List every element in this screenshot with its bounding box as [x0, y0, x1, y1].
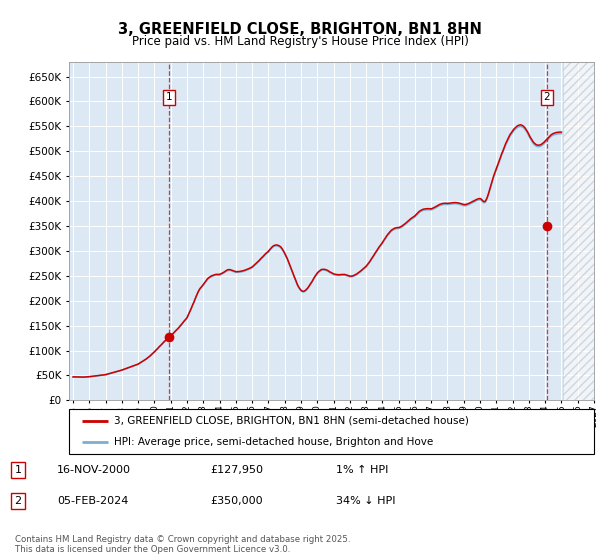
Text: 1% ↑ HPI: 1% ↑ HPI [336, 465, 388, 475]
Text: 2: 2 [14, 496, 22, 506]
Text: 3, GREENFIELD CLOSE, BRIGHTON, BN1 8HN: 3, GREENFIELD CLOSE, BRIGHTON, BN1 8HN [118, 22, 482, 38]
Text: 3, GREENFIELD CLOSE, BRIGHTON, BN1 8HN (semi-detached house): 3, GREENFIELD CLOSE, BRIGHTON, BN1 8HN (… [113, 416, 469, 426]
Text: 05-FEB-2024: 05-FEB-2024 [57, 496, 128, 506]
Text: £127,950: £127,950 [210, 465, 263, 475]
Text: £350,000: £350,000 [210, 496, 263, 506]
Text: HPI: Average price, semi-detached house, Brighton and Hove: HPI: Average price, semi-detached house,… [113, 436, 433, 446]
Text: 2: 2 [544, 92, 550, 102]
Text: 1: 1 [166, 92, 172, 102]
Text: 16-NOV-2000: 16-NOV-2000 [57, 465, 131, 475]
FancyBboxPatch shape [69, 409, 594, 454]
Text: Price paid vs. HM Land Registry's House Price Index (HPI): Price paid vs. HM Land Registry's House … [131, 35, 469, 48]
Text: Contains HM Land Registry data © Crown copyright and database right 2025.
This d: Contains HM Land Registry data © Crown c… [15, 535, 350, 554]
Text: 1: 1 [14, 465, 22, 475]
Bar [563, 62, 600, 400]
Text: 34% ↓ HPI: 34% ↓ HPI [336, 496, 395, 506]
